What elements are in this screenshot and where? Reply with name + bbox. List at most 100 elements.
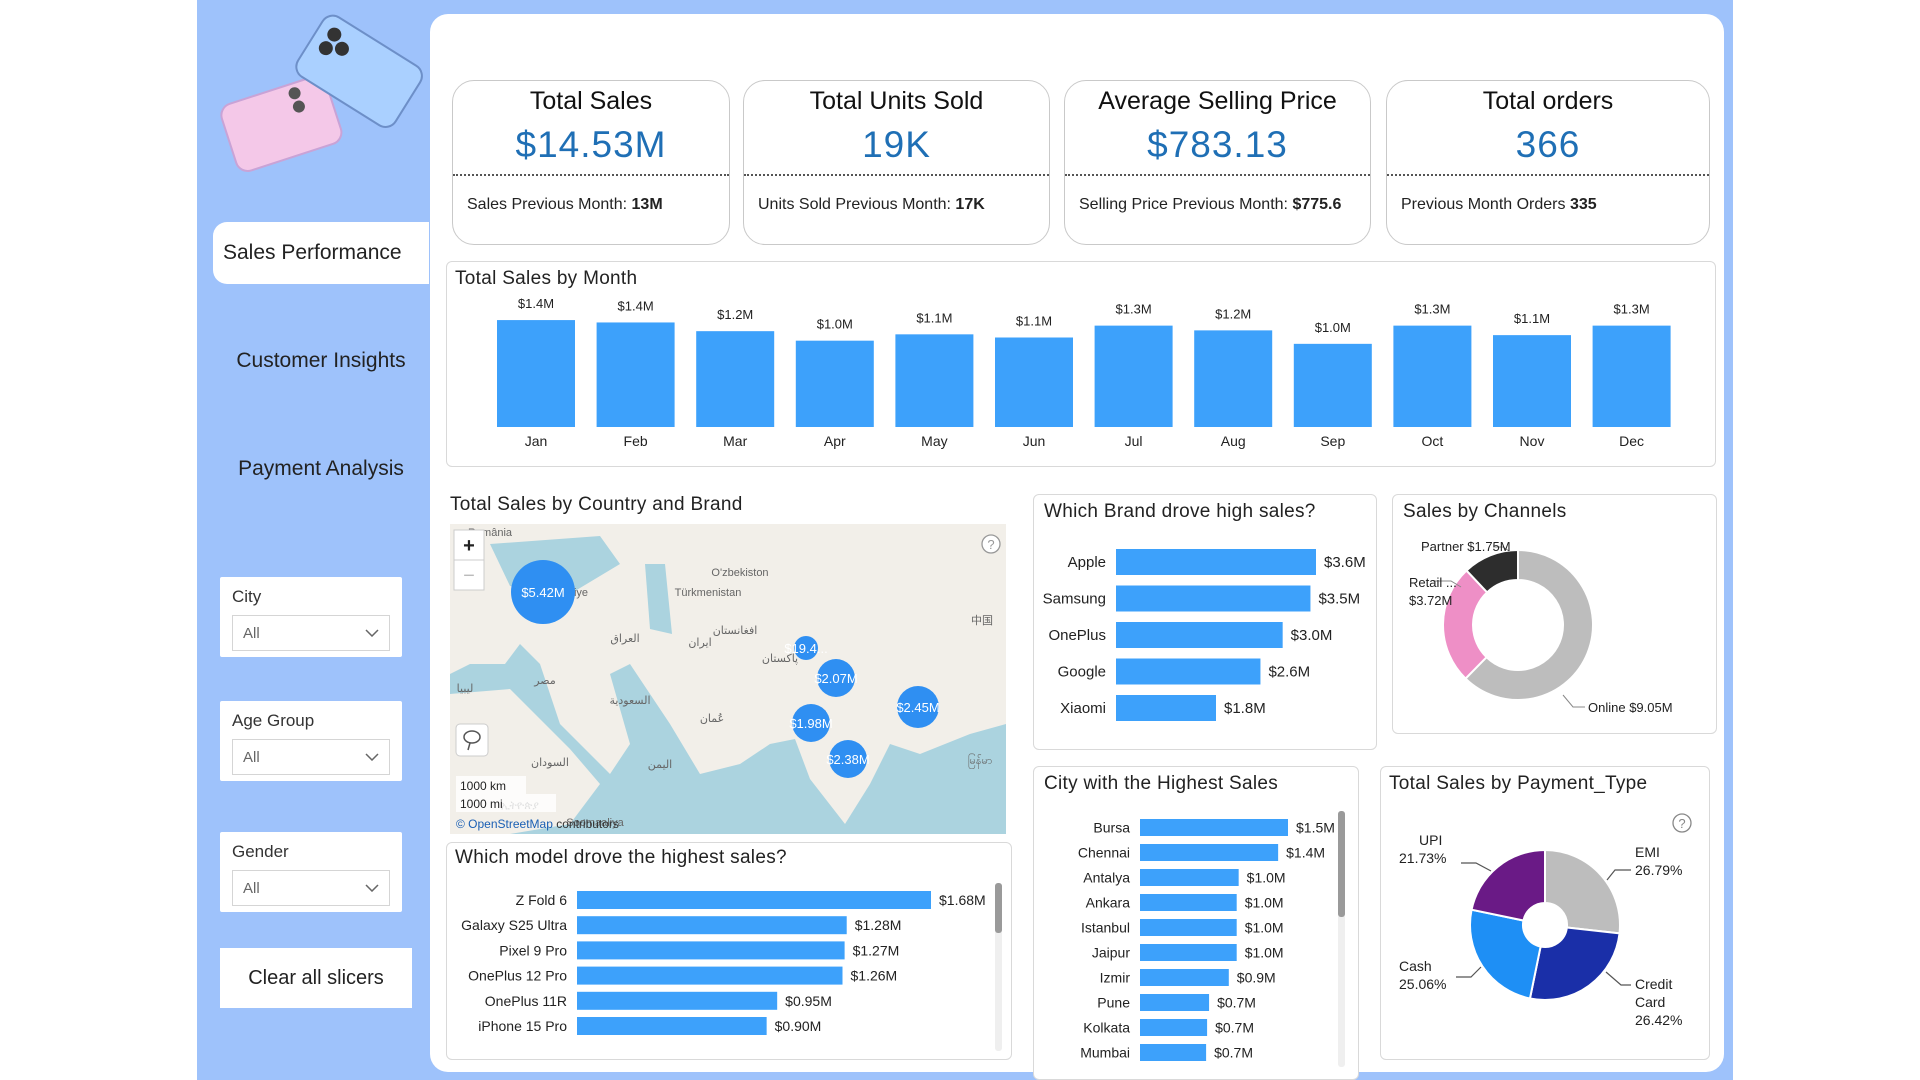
map-title: Total Sales by Country and Brand bbox=[450, 494, 743, 515]
average-selling-price-title: Average Selling Price bbox=[1098, 87, 1337, 115]
month-value-label: $1.1M bbox=[916, 310, 952, 325]
lasso-icon bbox=[463, 730, 481, 744]
map-place-label: عُمان bbox=[700, 712, 724, 725]
category-label: OnePlus bbox=[1048, 627, 1106, 644]
month-bar bbox=[995, 337, 1073, 427]
city-dropdown[interactable]: All bbox=[232, 615, 390, 651]
data-bar bbox=[577, 966, 843, 985]
value-label: $0.95M bbox=[785, 993, 832, 1009]
month-bar bbox=[1194, 330, 1273, 427]
scale-mi-label: 1000 mi bbox=[460, 797, 503, 811]
month-tick-label: Feb bbox=[624, 433, 648, 449]
brand-sales-chart: Apple $3.6M Samsung $3.5M OnePlus $3.0M Google… bbox=[1043, 549, 1366, 721]
lasso-select-button[interactable] bbox=[455, 723, 489, 757]
plus-icon: + bbox=[463, 535, 475, 557]
slice-upi bbox=[1470, 848, 1546, 922]
month-value-label: $1.0M bbox=[1315, 320, 1351, 335]
month-value-label: $1.1M bbox=[1514, 311, 1550, 326]
value-label: $1.28M bbox=[855, 917, 902, 933]
category-label: Galaxy S25 Ultra bbox=[461, 917, 567, 933]
month-value-label: $1.2M bbox=[1215, 306, 1251, 321]
zoom-out-box bbox=[453, 559, 485, 591]
value-label: $1.0M bbox=[1245, 920, 1284, 936]
month-bar bbox=[1094, 325, 1173, 427]
nav-item-sales-performance[interactable]: Sales Performance bbox=[213, 222, 429, 284]
monthly-sales-title: Total Sales by Month bbox=[455, 268, 638, 289]
previous-value: 13M bbox=[631, 196, 663, 213]
model-sales-title: Which model drove the highest sales? bbox=[455, 847, 787, 868]
retail-value-label: $3.72M bbox=[1409, 593, 1452, 608]
lasso-box bbox=[455, 723, 489, 757]
slice-cash bbox=[1469, 908, 1542, 1000]
data-bar bbox=[1140, 994, 1210, 1011]
value-label: $1.8M bbox=[1224, 700, 1266, 717]
clear-slicers-button[interactable]: Clear all slicers bbox=[220, 948, 412, 1008]
map-place-label: افغانستان bbox=[713, 625, 758, 637]
category-label: OnePlus 11R bbox=[485, 993, 567, 1009]
data-bar bbox=[577, 991, 778, 1010]
category-label: Antalya bbox=[1083, 870, 1130, 886]
category-label: Ankara bbox=[1086, 895, 1131, 911]
scale-bar-km bbox=[456, 776, 526, 794]
map-place-label: اليمن bbox=[648, 759, 672, 771]
scale-bar-mi bbox=[456, 794, 556, 812]
data-bar bbox=[1116, 622, 1283, 648]
zoom-out-button[interactable]: − bbox=[453, 559, 485, 591]
month-value-label: $1.0M bbox=[817, 317, 853, 332]
map-bubble bbox=[792, 704, 830, 742]
model-sales-panel: Which model drove the highest sales? Z F… bbox=[446, 842, 1012, 1060]
data-bar bbox=[577, 916, 847, 935]
month-bar bbox=[696, 331, 775, 427]
slice-emi bbox=[1544, 848, 1621, 935]
map-bubble-label: $2.45M bbox=[896, 700, 939, 715]
upi-label: UPI bbox=[1419, 832, 1442, 848]
data-bar bbox=[1116, 585, 1311, 612]
month-tick-label: Nov bbox=[1520, 433, 1545, 449]
previous-value: 17K bbox=[955, 196, 985, 213]
city-scrollbar-thumb[interactable] bbox=[1338, 811, 1345, 917]
help-icon-glyph: ? bbox=[987, 537, 994, 552]
average-selling-price-previous: Selling Price Previous Month: $775.6 bbox=[1079, 196, 1370, 214]
emi-value-label: 26.79% bbox=[1635, 862, 1682, 878]
map-land-asia bbox=[450, 524, 1006, 824]
nav-item-customer-insights[interactable]: Customer Insights bbox=[236, 349, 406, 372]
zoom-in-button[interactable]: + bbox=[453, 529, 485, 561]
kpi-divider bbox=[744, 174, 1049, 176]
map-place-label: Soomaaliya bbox=[566, 817, 624, 829]
map-place-label: مصر bbox=[533, 675, 556, 687]
map-bubble-label: $5.42M bbox=[521, 585, 564, 600]
total-units-sold-title: Total Units Sold bbox=[809, 87, 984, 115]
category-label: Kolkata bbox=[1083, 1020, 1130, 1036]
category-label: Google bbox=[1058, 664, 1106, 681]
value-label: $0.90M bbox=[775, 1018, 822, 1034]
age-group-dropdown[interactable]: All bbox=[232, 739, 390, 775]
brand-sales-panel: Which Brand drove high sales? Apple $3.6M… bbox=[1033, 494, 1377, 750]
model-scrollbar-track[interactable] bbox=[995, 883, 1002, 1051]
map-place-label: 中国 bbox=[971, 614, 993, 627]
map-attribution: © OpenStreetMap contributors bbox=[456, 817, 619, 831]
value-label: $1.4M bbox=[1286, 845, 1325, 861]
month-bar bbox=[1393, 325, 1472, 427]
city-scrollbar-track[interactable] bbox=[1338, 811, 1345, 1067]
map-bubble-label: $2.38M bbox=[826, 752, 869, 767]
month-tick-label: Dec bbox=[1619, 433, 1644, 449]
data-bar bbox=[577, 891, 931, 909]
city-slicer: City All bbox=[220, 577, 402, 657]
gender-dropdown[interactable]: All bbox=[232, 870, 390, 906]
value-label: $1.0M bbox=[1245, 945, 1284, 961]
upi-value-label: 21.73% bbox=[1399, 850, 1446, 866]
nav-item-payment-analysis[interactable]: Payment Analysis bbox=[238, 457, 404, 480]
value-label: $1.5M bbox=[1296, 820, 1335, 836]
month-tick-label: Jul bbox=[1125, 433, 1143, 449]
map-bubble bbox=[817, 659, 855, 697]
leader-line bbox=[1456, 966, 1482, 978]
osm-link[interactable]: © OpenStreetMap bbox=[456, 817, 553, 831]
data-bar bbox=[1140, 969, 1229, 986]
total-sales-card: Total Sales $14.53M Sales Previous Month: … bbox=[452, 80, 730, 245]
help-icon[interactable]: ? bbox=[1672, 813, 1692, 833]
total-units-sold-card: Total Units Sold 19K Units Sold Previous M… bbox=[743, 80, 1050, 245]
month-value-label: $1.1M bbox=[1016, 314, 1052, 329]
help-icon[interactable]: ? bbox=[981, 534, 1001, 554]
sales-map[interactable]: RomâniaTürkiyeTürkmenistanO'zbekistonالع… bbox=[450, 524, 1006, 834]
model-scrollbar-thumb[interactable] bbox=[995, 883, 1002, 933]
